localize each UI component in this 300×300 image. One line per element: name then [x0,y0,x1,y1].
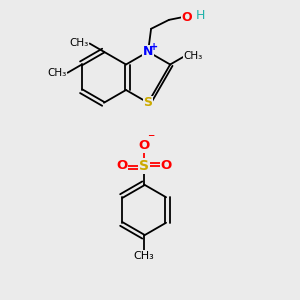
Text: O: O [160,159,172,172]
Text: CH₃: CH₃ [70,38,89,49]
Text: O: O [116,159,128,172]
Text: N: N [143,45,153,58]
Text: H: H [196,9,205,22]
Text: O: O [138,139,150,152]
Text: +: + [150,42,158,52]
Text: S: S [139,159,149,173]
Text: CH₃: CH₃ [183,51,202,61]
Text: O: O [182,11,192,24]
Text: ⁻: ⁻ [147,131,154,145]
Text: CH₃: CH₃ [47,68,67,78]
Text: CH₃: CH₃ [134,250,154,261]
Text: S: S [144,96,153,109]
